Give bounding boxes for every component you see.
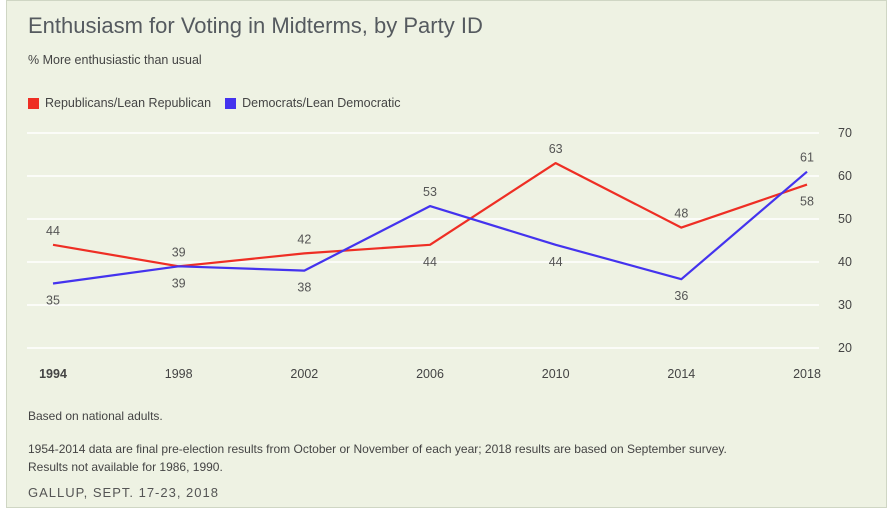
y-tick-label: 20 bbox=[838, 341, 852, 355]
legend-item-republican: Republicans/Lean Republican bbox=[28, 96, 211, 110]
legend-swatch-republican bbox=[28, 97, 39, 109]
data-label-republican: 42 bbox=[297, 232, 311, 246]
legend-label-republican: Republicans/Lean Republican bbox=[45, 96, 212, 110]
data-label-republican: 63 bbox=[549, 142, 563, 156]
legend-item-democrat: Democrats/Lean Democratic bbox=[225, 96, 401, 110]
y-tick-label: 70 bbox=[838, 126, 852, 140]
legend: Republicans/Lean Republican Democrats/Le… bbox=[28, 96, 415, 110]
data-label-republican: 44 bbox=[423, 255, 437, 269]
source-label: GALLUP, SEPT. 17-23, 2018 bbox=[28, 485, 219, 500]
data-label-democrat: 44 bbox=[549, 255, 563, 269]
x-tick-label: 2006 bbox=[416, 367, 444, 381]
legend-label-democrat: Democrats/Lean Democratic bbox=[242, 96, 401, 110]
x-tick-label: 2010 bbox=[542, 367, 570, 381]
note-base: Based on national adults. bbox=[28, 409, 163, 423]
x-tick-label: 2002 bbox=[290, 367, 318, 381]
chart-title: Enthusiasm for Voting in Midterms, by Pa… bbox=[28, 13, 483, 38]
y-tick-label: 50 bbox=[838, 212, 852, 226]
data-label-republican: 48 bbox=[674, 207, 688, 221]
note-methodology: 1954-2014 data are final pre-election re… bbox=[28, 442, 727, 474]
data-label-republican: 44 bbox=[46, 224, 60, 238]
y-tick-label: 60 bbox=[838, 169, 852, 183]
data-label-democrat: 53 bbox=[423, 185, 437, 199]
data-label-democrat: 38 bbox=[297, 281, 311, 295]
y-tick-label: 40 bbox=[838, 255, 852, 269]
legend-swatch-democrat bbox=[225, 97, 237, 109]
data-label-republican: 39 bbox=[172, 245, 186, 259]
data-label-democrat: 61 bbox=[800, 151, 814, 165]
x-tick-label: 2014 bbox=[667, 367, 695, 381]
series-line-republican bbox=[52, 162, 808, 268]
data-label-democrat: 36 bbox=[674, 289, 688, 303]
y-tick-label: 30 bbox=[838, 298, 852, 312]
series-line-democrat bbox=[52, 170, 808, 285]
data-label-democrat: 39 bbox=[172, 276, 186, 290]
data-label-republican: 58 bbox=[800, 195, 814, 209]
data-label-democrat: 35 bbox=[46, 294, 60, 308]
chart-subtitle: % More enthusiastic than usual bbox=[28, 53, 202, 67]
x-tick-label: 2018 bbox=[793, 367, 821, 381]
chart-frame: Enthusiasm for Voting in Midterms, by Pa… bbox=[6, 0, 887, 508]
line-chart: 20 30 40 50 60 70 1994 1998 2002 2006 2010 2014 2018… bbox=[27, 126, 852, 381]
x-tick-label: 1994 bbox=[39, 367, 67, 381]
x-tick-label: 1998 bbox=[165, 367, 193, 381]
